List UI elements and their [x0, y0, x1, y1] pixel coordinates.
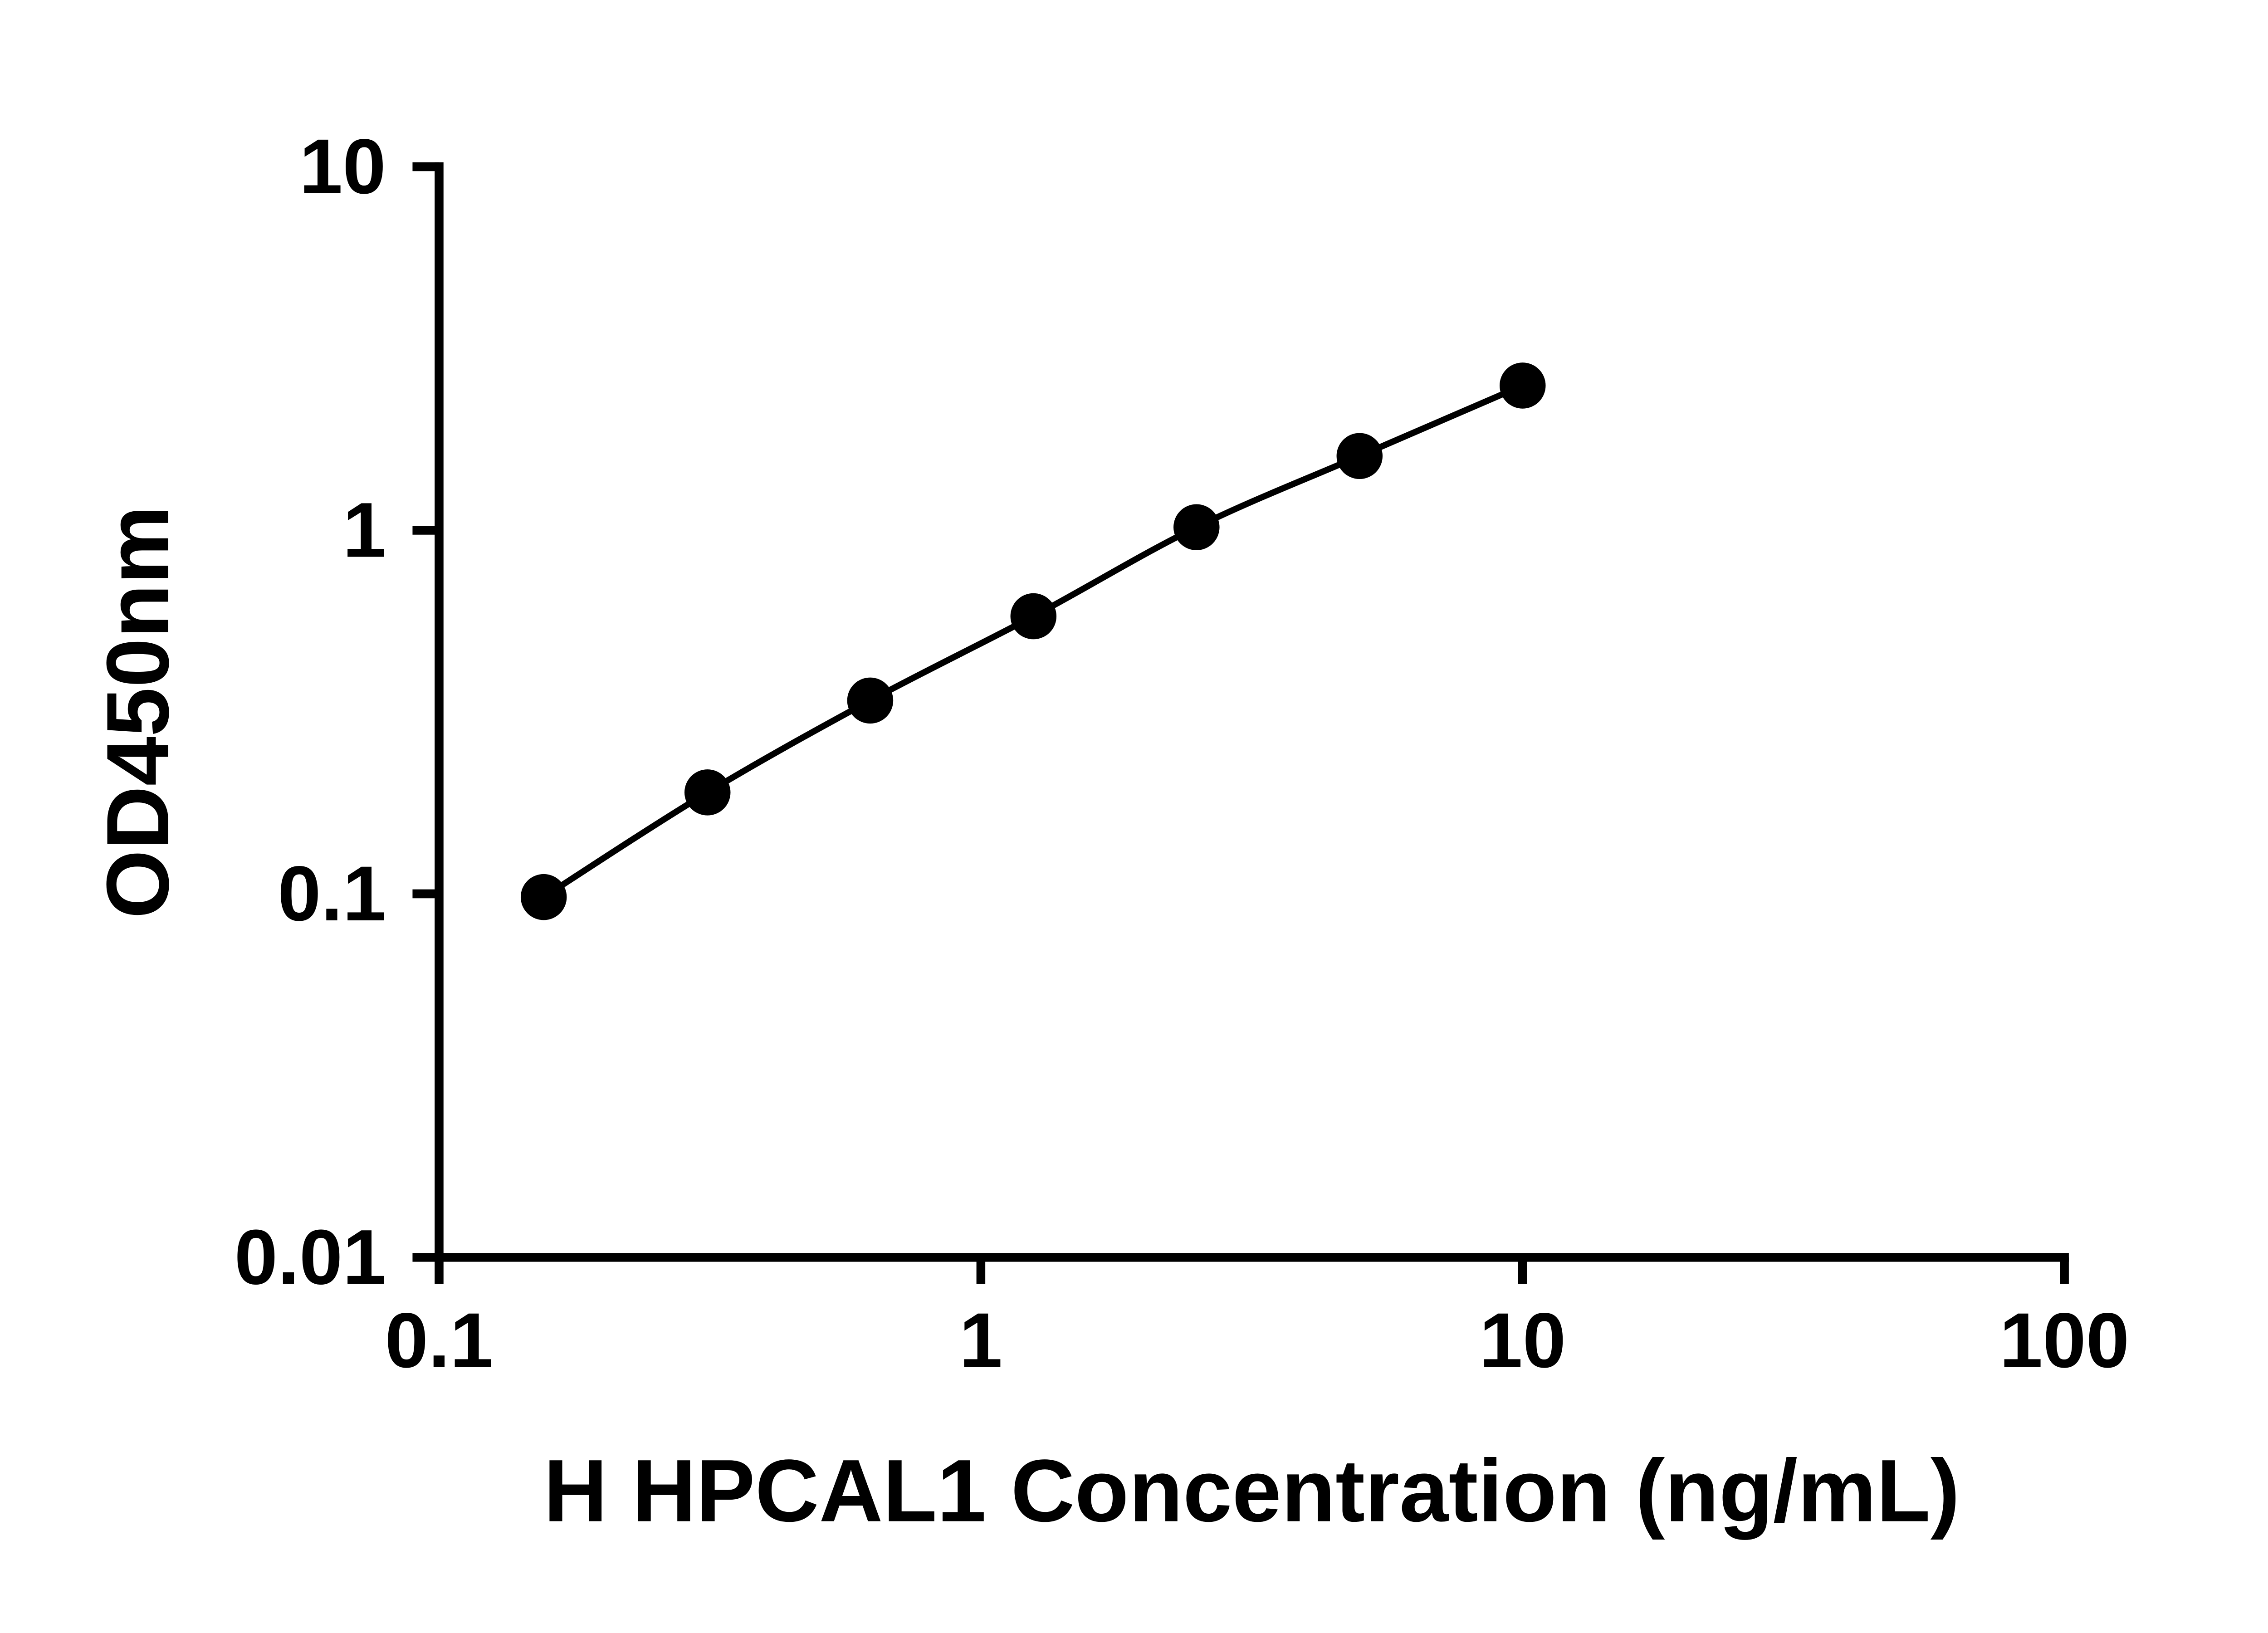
y-tick-label: 0.01 [235, 1214, 386, 1301]
x-tick-label: 0.1 [385, 1297, 494, 1384]
x-tick-label: 10 [1479, 1297, 1566, 1384]
x-tick-label: 1 [959, 1297, 1003, 1384]
data-point-marker [684, 769, 731, 816]
y-tick-label: 0.1 [278, 851, 386, 937]
y-tick-label: 1 [342, 487, 386, 573]
data-point-marker [1010, 593, 1057, 640]
x-tick-label: 100 [1999, 1297, 2130, 1384]
data-point-marker [1500, 362, 1546, 409]
data-point-marker [520, 874, 567, 920]
y-tick-label: 10 [299, 123, 386, 210]
y-axis-label: OD450nm [88, 505, 187, 919]
x-axis-label: H HPCAL1 Concentration (ng/mL) [543, 1441, 1960, 1540]
data-point-marker [1336, 433, 1383, 479]
data-point-marker [847, 677, 894, 724]
data-point-marker [1173, 504, 1220, 550]
